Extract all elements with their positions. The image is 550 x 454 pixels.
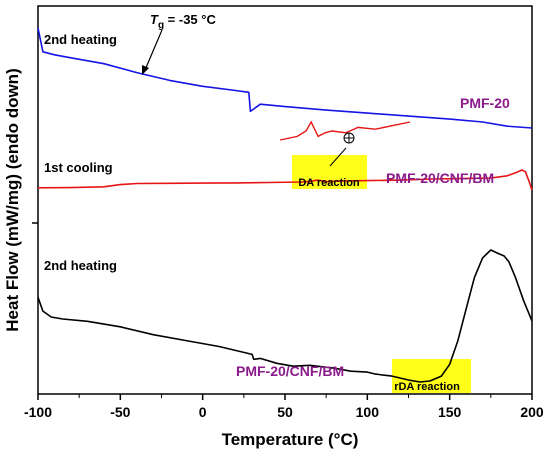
zoom-leader-line — [329, 147, 347, 167]
x-tick-label: 100 — [356, 404, 380, 420]
plot-frame — [37, 5, 533, 395]
pmf20-label: PMF-20 — [460, 95, 510, 111]
series-line-3 — [37, 249, 533, 383]
tg-subscript: g — [158, 20, 164, 31]
tg-value: = -35 °C — [164, 12, 216, 27]
series-line-2 — [37, 169, 533, 191]
x-axis-title: Temperature (°C) — [222, 430, 359, 449]
x-tick-label: 50 — [277, 404, 293, 420]
blue-heating-label: 2nd heating — [44, 32, 117, 47]
pmf-cnf-bm-red-label: PMF-20/CNF/BM — [386, 170, 494, 186]
x-tick-label: 150 — [438, 404, 462, 420]
tg-arrow-head — [142, 65, 149, 75]
tg-symbol: T — [150, 12, 159, 27]
rda-reaction-label: rDA reaction — [394, 381, 460, 393]
da-reaction-highlight — [292, 155, 367, 189]
rda-reaction-highlight — [392, 359, 471, 393]
x-tick-label: 0 — [199, 404, 207, 420]
tg-label: Tg = -35 °C — [150, 12, 216, 31]
x-tick-label: 200 — [520, 404, 544, 420]
x-tick-label: -100 — [24, 404, 52, 420]
x-tick-label: -50 — [110, 404, 130, 420]
black-heating-label: 2nd heating — [44, 258, 117, 273]
inset-zoom-curve — [279, 120, 411, 141]
series-layer — [37, 27, 533, 383]
cooling-label: 1st cooling — [44, 160, 113, 175]
tg-arrow-line — [144, 29, 163, 71]
x-axis-ticks: -100 -50 0 50 100 150 200 — [24, 394, 544, 420]
pmf-cnf-bm-black-label: PMF-20/CNF/BM — [236, 363, 344, 379]
series-line-1 — [37, 27, 533, 129]
y-axis-title: Heat Flow (mW/mg) (endo down) — [3, 68, 22, 331]
da-reaction-label: DA reaction — [298, 177, 360, 189]
